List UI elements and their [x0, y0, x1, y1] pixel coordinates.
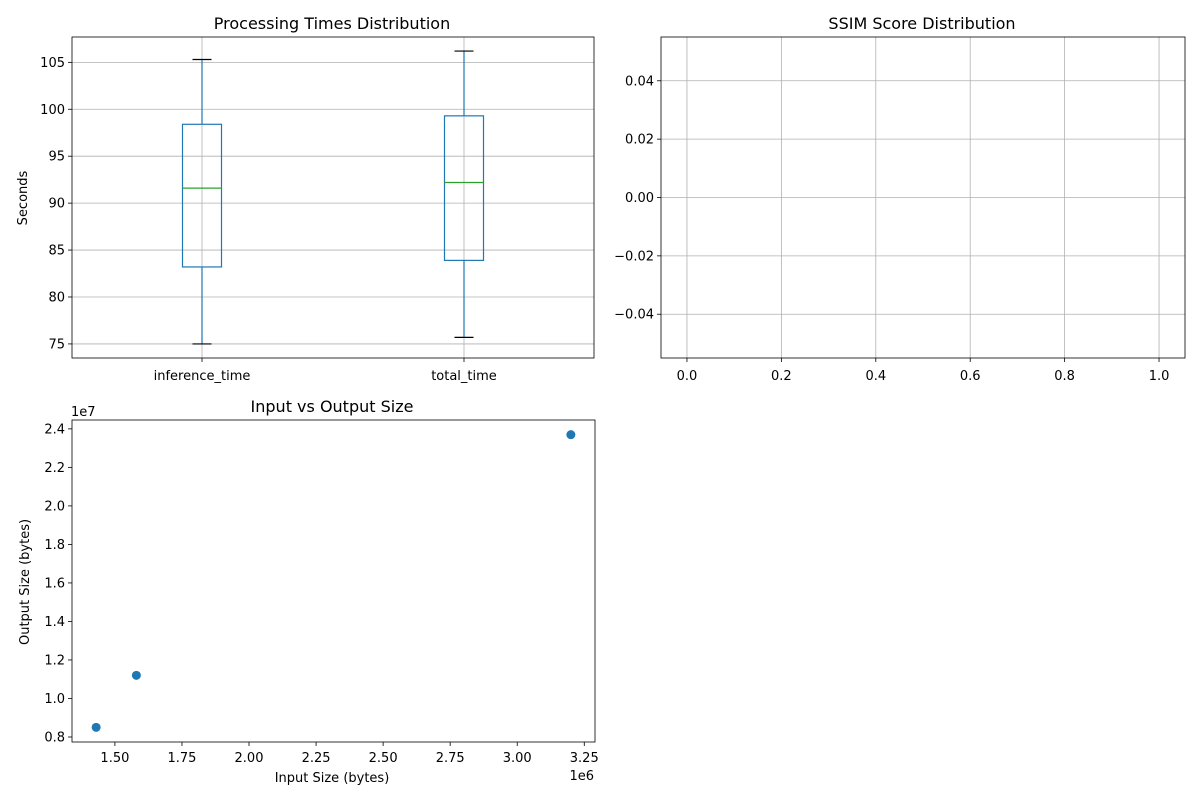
- y-axis-offset-label: 1e7: [71, 405, 96, 420]
- x-tick-label: 1.0: [1149, 369, 1170, 384]
- y-tick-label: 0.00: [625, 191, 654, 206]
- chart-title: SSIM Score Distribution: [828, 14, 1015, 33]
- x-tick-label: 3.25: [570, 751, 599, 766]
- x-tick-label: 0.4: [865, 369, 886, 384]
- y-tick-label: 1.0: [44, 692, 65, 707]
- x-tick-label: 3.00: [503, 751, 532, 766]
- x-tick-label: 1.50: [100, 751, 129, 766]
- y-tick-label: 85: [48, 244, 65, 259]
- chart-title: Input vs Output Size: [251, 397, 414, 416]
- x-tick-label: 2.50: [369, 751, 398, 766]
- scatter-point: [566, 430, 576, 440]
- x-axis-offset-label: 1e6: [569, 769, 594, 784]
- axes-frame: [71, 36, 595, 359]
- y-tick-label: 100: [40, 103, 65, 118]
- y-tick-label: 1.6: [44, 576, 65, 591]
- scatter-point: [91, 722, 101, 732]
- y-tick-label: 75: [48, 337, 65, 352]
- y-tick-label: 1.8: [44, 538, 65, 553]
- x-tick-label: 1.75: [167, 751, 196, 766]
- y-axis-label: Seconds: [16, 170, 31, 225]
- y-tick-label: 1.4: [44, 615, 65, 630]
- y-tick-label: 105: [40, 56, 65, 71]
- x-axis-label: Input Size (bytes): [275, 771, 390, 786]
- y-tick-label: −0.04: [614, 308, 654, 323]
- input-vs-output-scatter: Input vs Output Size Input Size (bytes) …: [18, 397, 599, 786]
- y-axis-label: Output Size (bytes): [18, 519, 33, 645]
- y-tick-label: 80: [48, 290, 65, 305]
- chart-title: Processing Times Distribution: [214, 14, 450, 33]
- y-tick-label: 0.04: [625, 74, 654, 89]
- x-tick-label: 2.00: [235, 751, 264, 766]
- y-tick-label: 0.8: [44, 730, 65, 745]
- y-tick-label: 2.2: [44, 461, 65, 476]
- scatter-point: [131, 670, 141, 680]
- box-iqr: [181, 123, 223, 268]
- y-tick-label: −0.02: [614, 249, 654, 264]
- y-tick-label: 2.4: [44, 422, 65, 437]
- x-tick-label: 0.6: [960, 369, 981, 384]
- x-tick-label: 0.0: [677, 369, 698, 384]
- x-tick-label: 2.25: [302, 751, 331, 766]
- x-tick-label: total_time: [431, 369, 497, 384]
- processing-times-boxplot: Processing Times Distribution Seconds 75…: [16, 14, 595, 384]
- box-iqr: [443, 115, 485, 261]
- y-tick-label: 2.0: [44, 499, 65, 514]
- x-tick-label: 2.75: [436, 751, 465, 766]
- y-tick-label: 1.2: [44, 653, 65, 668]
- x-tick-label: inference_time: [154, 369, 251, 384]
- y-tick-label: 0.02: [625, 133, 654, 148]
- y-tick-label: 90: [48, 197, 65, 212]
- x-tick-label: 0.8: [1054, 369, 1075, 384]
- ssim-score-plot: SSIM Score Distribution −0.04 −0.02 0.00 0.…: [614, 14, 1186, 384]
- y-tick-label: 95: [48, 150, 65, 165]
- x-tick-label: 0.2: [771, 369, 792, 384]
- axes-frame: [71, 419, 596, 743]
